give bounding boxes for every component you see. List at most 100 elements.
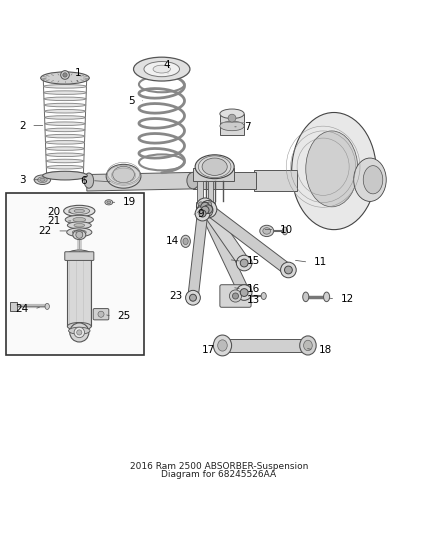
- Circle shape: [190, 294, 196, 301]
- Bar: [220, 114, 244, 135]
- Text: 13: 13: [247, 295, 261, 305]
- Ellipse shape: [84, 173, 94, 188]
- Ellipse shape: [44, 103, 86, 107]
- Circle shape: [70, 323, 89, 342]
- Ellipse shape: [183, 238, 188, 245]
- Ellipse shape: [41, 72, 89, 84]
- Ellipse shape: [40, 178, 45, 181]
- Circle shape: [233, 293, 239, 299]
- Ellipse shape: [187, 172, 199, 189]
- Text: 24: 24: [16, 304, 29, 314]
- Ellipse shape: [144, 61, 180, 77]
- Polygon shape: [200, 203, 249, 266]
- Text: 15: 15: [247, 256, 261, 266]
- Polygon shape: [193, 172, 256, 189]
- Circle shape: [204, 205, 212, 214]
- Ellipse shape: [69, 327, 90, 334]
- Ellipse shape: [43, 91, 87, 94]
- Circle shape: [237, 255, 252, 271]
- Bar: [197, 181, 202, 206]
- Ellipse shape: [34, 175, 51, 184]
- Text: 21: 21: [47, 216, 60, 226]
- Ellipse shape: [46, 159, 84, 163]
- Circle shape: [198, 202, 203, 206]
- Text: 6: 6: [80, 175, 87, 185]
- Ellipse shape: [218, 340, 227, 351]
- Ellipse shape: [46, 153, 84, 157]
- Circle shape: [201, 206, 209, 214]
- Circle shape: [240, 289, 248, 296]
- Text: 4: 4: [164, 60, 170, 70]
- Text: 18: 18: [319, 345, 332, 355]
- Ellipse shape: [67, 228, 92, 237]
- Polygon shape: [254, 169, 297, 191]
- Ellipse shape: [113, 166, 134, 183]
- Circle shape: [60, 71, 69, 79]
- Bar: [196, 203, 215, 207]
- Circle shape: [76, 231, 83, 238]
- Ellipse shape: [260, 225, 274, 237]
- Ellipse shape: [74, 223, 85, 227]
- FancyBboxPatch shape: [220, 285, 251, 308]
- Ellipse shape: [45, 128, 85, 132]
- Circle shape: [74, 327, 85, 337]
- Text: 20: 20: [48, 207, 60, 217]
- Circle shape: [285, 266, 292, 274]
- Ellipse shape: [46, 141, 85, 144]
- Bar: [67, 254, 91, 326]
- Text: 9: 9: [197, 208, 204, 219]
- Ellipse shape: [45, 303, 49, 310]
- Ellipse shape: [300, 336, 316, 355]
- Text: 2: 2: [19, 120, 26, 131]
- Ellipse shape: [354, 158, 386, 201]
- Circle shape: [195, 206, 210, 221]
- Text: 5: 5: [128, 96, 134, 106]
- Polygon shape: [205, 205, 292, 274]
- Ellipse shape: [181, 235, 191, 247]
- Text: 25: 25: [117, 311, 130, 321]
- Circle shape: [98, 311, 104, 317]
- Ellipse shape: [213, 335, 232, 356]
- Ellipse shape: [43, 78, 87, 82]
- Text: 2016 Ram 2500 ABSORBER-Suspension: 2016 Ram 2500 ABSORBER-Suspension: [130, 462, 308, 471]
- Text: 19: 19: [123, 197, 136, 207]
- Circle shape: [240, 259, 248, 267]
- Circle shape: [281, 262, 296, 278]
- Text: 23: 23: [169, 291, 182, 301]
- Text: 3: 3: [19, 175, 26, 185]
- Ellipse shape: [42, 171, 87, 180]
- Ellipse shape: [153, 65, 170, 73]
- Ellipse shape: [363, 166, 383, 194]
- Ellipse shape: [306, 131, 358, 207]
- Polygon shape: [200, 208, 249, 295]
- Ellipse shape: [303, 292, 309, 302]
- Circle shape: [228, 114, 236, 122]
- Ellipse shape: [46, 165, 84, 169]
- Polygon shape: [188, 213, 208, 298]
- Ellipse shape: [202, 158, 227, 175]
- Ellipse shape: [304, 340, 312, 351]
- Ellipse shape: [73, 230, 86, 240]
- Text: 17: 17: [201, 345, 215, 355]
- Ellipse shape: [134, 57, 190, 81]
- Circle shape: [199, 210, 206, 217]
- FancyBboxPatch shape: [93, 309, 109, 320]
- Polygon shape: [87, 172, 195, 191]
- Ellipse shape: [73, 217, 86, 222]
- Ellipse shape: [44, 97, 86, 101]
- Ellipse shape: [283, 227, 287, 235]
- Ellipse shape: [107, 201, 111, 204]
- Ellipse shape: [43, 85, 87, 88]
- Ellipse shape: [45, 116, 85, 119]
- Text: 7: 7: [244, 122, 251, 132]
- Ellipse shape: [69, 207, 90, 214]
- Ellipse shape: [46, 172, 83, 175]
- FancyBboxPatch shape: [65, 252, 94, 261]
- Ellipse shape: [67, 250, 91, 259]
- Ellipse shape: [72, 230, 86, 235]
- Text: Diagram for 68245526AA: Diagram for 68245526AA: [162, 470, 276, 479]
- Circle shape: [237, 285, 252, 300]
- Ellipse shape: [64, 205, 95, 216]
- Text: 16: 16: [247, 284, 261, 294]
- Circle shape: [196, 198, 214, 215]
